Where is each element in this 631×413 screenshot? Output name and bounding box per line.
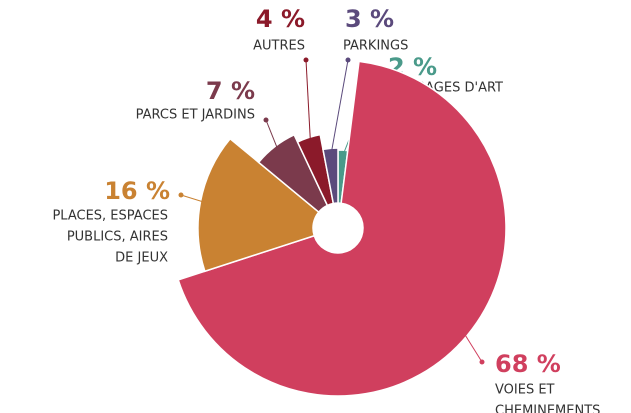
slice-label: CHEMINEMENTS — [495, 404, 600, 413]
leader-dot — [479, 359, 485, 365]
leader-line — [180, 194, 207, 204]
slice-label: DE JEUX — [115, 251, 168, 266]
slice-label: VOIES ET — [495, 383, 555, 398]
leader-line — [330, 59, 349, 155]
slice-label: PUBLICS, AIRES — [67, 230, 168, 245]
leader-dot — [178, 192, 184, 198]
slice-label: PLACES, ESPACES — [52, 209, 168, 224]
pie-slice — [177, 60, 507, 397]
pie-slice — [322, 147, 339, 205]
leader-line — [265, 119, 280, 152]
value-label: 68 % — [495, 350, 561, 378]
leader-line — [305, 59, 311, 144]
leader-line — [462, 330, 483, 363]
slice-label: PARKINGS — [343, 39, 408, 54]
leader-dot — [263, 117, 269, 123]
value-label: 4 % — [256, 5, 305, 33]
slice-label: AUTRES — [253, 39, 305, 54]
slice-label: PARCS ET JARDINS — [136, 108, 255, 123]
value-label: 7 % — [206, 77, 255, 105]
value-label: 3 % — [345, 5, 394, 33]
pie-slice — [197, 137, 320, 273]
value-label: 16 % — [104, 177, 170, 205]
leader-dot — [303, 57, 309, 63]
pie-slice — [257, 133, 329, 214]
leader-dot — [345, 57, 351, 63]
